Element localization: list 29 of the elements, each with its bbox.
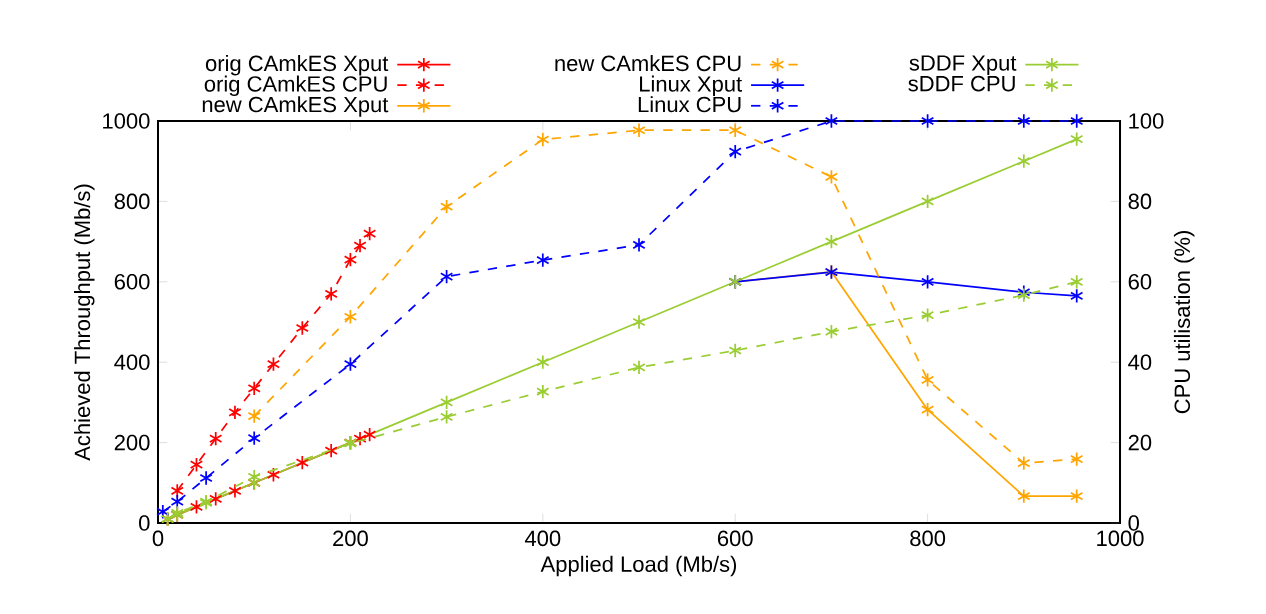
legend-label: Linux CPU	[638, 96, 741, 113]
x-axis-title: Applied Load (Mb/s)	[540, 555, 737, 577]
legend-label: new CAmkES Xput	[202, 96, 389, 117]
y-tick-label: 400	[114, 354, 150, 370]
x-tick-label: 200	[333, 530, 368, 547]
y-tick-label: 600	[114, 274, 150, 290]
legend-label: Linux Xput	[640, 75, 742, 97]
y-tick-label: 800	[114, 193, 150, 210]
legend-label: orig CAmkES Xput	[205, 55, 389, 76]
y-tick-label: 1000	[103, 113, 150, 129]
legend-label: sDDF CPU	[908, 75, 1015, 92]
x-tick-label: 600	[717, 530, 753, 547]
y2-tick-label: 0	[1128, 515, 1139, 531]
y2-tick-label: 100	[1129, 113, 1164, 129]
x-tick-label: 800	[910, 530, 946, 547]
y2-tick-label: 60	[1128, 274, 1152, 290]
x-tick-label: 400	[524, 530, 561, 547]
y-axis-title: Achieved Throughput (Mb/s)	[74, 184, 95, 461]
y-tick-label: 200	[114, 434, 150, 451]
x-tick-label: 1000	[1097, 530, 1144, 547]
x-tick-label: 0	[152, 530, 164, 547]
legend-label: sDDF Xput	[909, 55, 1017, 76]
y2-tick-label: 20	[1128, 434, 1152, 451]
y2-axis-title: CPU utilisation (%)	[1173, 231, 1195, 414]
y-tick-label: 0	[139, 515, 150, 531]
y2-tick-label: 80	[1128, 193, 1152, 210]
y2-tick-label: 40	[1128, 354, 1152, 370]
legend-label: orig CAmkES CPU	[204, 75, 387, 97]
legend-label: new CAmkES CPU	[555, 55, 741, 72]
